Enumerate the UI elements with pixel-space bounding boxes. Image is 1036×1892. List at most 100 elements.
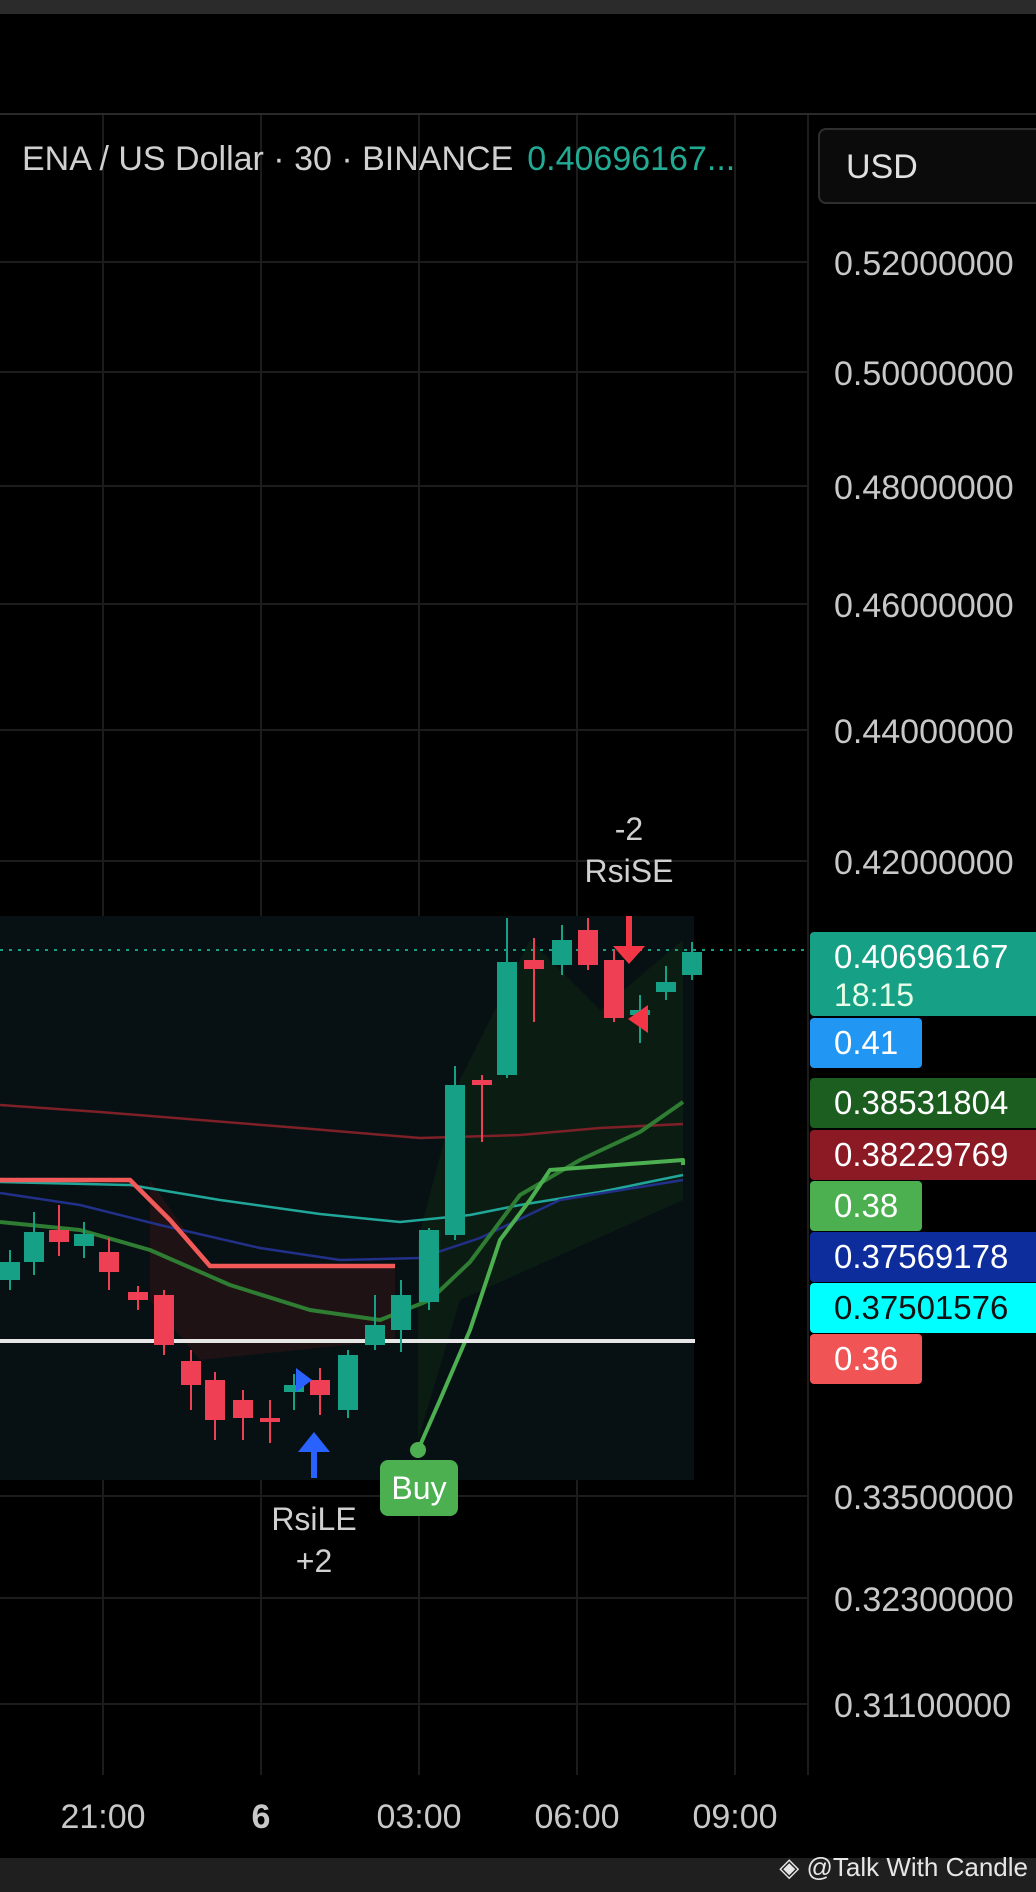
candle-body	[49, 1230, 69, 1242]
price-label: 0.37569178	[810, 1232, 1036, 1282]
rsile-arrow-icon	[298, 1432, 330, 1452]
y-tick-label: 0.44000000	[834, 713, 1014, 751]
candle	[24, 1212, 44, 1275]
candle-body	[445, 1085, 465, 1235]
price-axis: 0.52000000 0.50000000 0.48000000 0.46000000…	[834, 245, 1014, 1725]
y-tick-label: 0.52000000	[834, 245, 1014, 283]
exit-triangle-icon	[628, 1005, 648, 1033]
candle	[154, 1290, 174, 1355]
ema-blue-line	[0, 1178, 684, 1262]
last-price: 0.40696167...	[527, 140, 736, 178]
candle-body	[233, 1400, 253, 1418]
candle	[391, 1280, 411, 1352]
price-label-text: 0.41	[834, 1024, 898, 1061]
candle-body	[154, 1295, 174, 1345]
price-label-text: 0.37569178	[834, 1238, 1008, 1275]
price-label: 0.41	[810, 1018, 922, 1068]
rsile-value: +2	[296, 1543, 332, 1579]
x-tick-label: 09:00	[692, 1798, 777, 1836]
candle-body	[24, 1232, 44, 1262]
y-tick-label: 0.31100000	[834, 1687, 1011, 1725]
y-tick-label: 0.42000000	[834, 844, 1014, 882]
currency-label: USD	[846, 148, 918, 186]
candle-body	[338, 1355, 358, 1410]
candle	[472, 1075, 492, 1142]
candle-body	[604, 960, 624, 1018]
x-tick-label: 21:00	[60, 1798, 145, 1836]
y-tick-label: 0.33500000	[834, 1479, 1014, 1517]
symbol-title[interactable]: ENA / US Dollar · 30 · BINANCE 0.40696167…	[22, 140, 735, 179]
candle-body	[656, 982, 676, 992]
supertrend-green-line	[416, 1158, 685, 1451]
x-tick-label: 6	[252, 1798, 271, 1836]
candle	[338, 1350, 358, 1418]
x-tick-label: 03:00	[376, 1798, 461, 1836]
candle-body	[552, 940, 572, 965]
supertrend-red-line	[0, 1177, 395, 1269]
price-label-bg	[810, 1334, 922, 1384]
candle-body	[524, 960, 544, 969]
entry-triangle-icon	[296, 1368, 312, 1392]
status-bar	[0, 0, 1036, 14]
candle	[74, 1222, 94, 1258]
candle-body	[205, 1380, 225, 1420]
ema-red-line	[0, 1103, 684, 1140]
candle	[128, 1286, 148, 1310]
candle-body	[74, 1234, 94, 1246]
candle	[656, 966, 676, 1000]
candle-body	[365, 1325, 385, 1345]
candle	[419, 1228, 439, 1310]
price-label-text: 0.38	[834, 1187, 898, 1224]
watermark: ◈ @Talk With Candle	[779, 1852, 1028, 1883]
price-label: 0.37501576	[810, 1283, 1036, 1333]
watermark-text: @Talk With Candle	[806, 1852, 1028, 1882]
indicator-lines	[0, 949, 805, 1451]
y-tick-label: 0.48000000	[834, 469, 1014, 507]
candle-body	[578, 930, 598, 965]
symbol-name: ENA / US Dollar · 30 · BINANCE	[22, 140, 514, 178]
price-label-countdown: 18:15	[834, 977, 914, 1013]
price-label-text: 0.40696167	[834, 938, 1008, 975]
candle-body	[419, 1230, 439, 1302]
bottom-bar	[0, 1858, 1036, 1892]
candle	[0, 1250, 20, 1290]
rsise-label: RsiSE	[585, 853, 674, 889]
rsise-arrow-icon	[613, 946, 645, 964]
signal-markers: RsiLE +2 -2 RsiSE Buy	[271, 811, 673, 1579]
candle	[524, 938, 544, 1022]
candle-body	[128, 1292, 148, 1300]
candle-body	[284, 1385, 304, 1392]
candle-body	[497, 962, 517, 1075]
x-tick-label: 06:00	[534, 1798, 619, 1836]
rsise-value: -2	[615, 811, 643, 847]
price-label-bg	[810, 1078, 1036, 1128]
price-label: 0.38229769	[810, 1130, 1036, 1180]
candle-body	[391, 1295, 411, 1330]
candle	[552, 925, 572, 975]
currency-selector[interactable]: USD	[818, 128, 1036, 204]
candle	[578, 918, 598, 970]
price-label: 0.36	[810, 1334, 922, 1384]
candle	[260, 1400, 280, 1443]
candle	[310, 1368, 330, 1415]
header-divider	[0, 113, 1036, 115]
buy-badge	[380, 1460, 458, 1516]
y-tick-label: 0.32300000	[834, 1581, 1014, 1619]
price-label-bg	[810, 1283, 1036, 1333]
candle	[365, 1295, 385, 1350]
candle-body	[260, 1418, 280, 1422]
price-label-bg	[810, 1018, 922, 1068]
candle-body	[682, 952, 702, 975]
candle	[205, 1372, 225, 1440]
price-label-bg	[810, 1130, 1036, 1180]
candle	[497, 918, 517, 1078]
price-label-text: 0.37501576	[834, 1289, 1008, 1326]
binance-logo-icon: ◈	[779, 1852, 800, 1882]
candle	[682, 942, 702, 980]
y-tick-label: 0.46000000	[834, 587, 1014, 625]
price-label-bg	[810, 1181, 922, 1231]
y-tick-label: 0.50000000	[834, 355, 1014, 393]
